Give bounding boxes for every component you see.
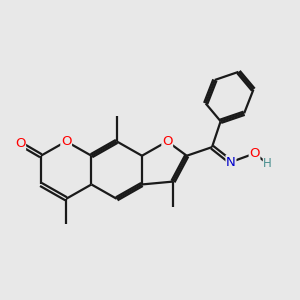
Text: O: O [15, 137, 26, 150]
Text: N: N [226, 156, 236, 169]
Text: O: O [162, 135, 172, 148]
Text: O: O [61, 135, 71, 148]
Text: O: O [249, 147, 260, 160]
Text: H: H [263, 157, 272, 170]
